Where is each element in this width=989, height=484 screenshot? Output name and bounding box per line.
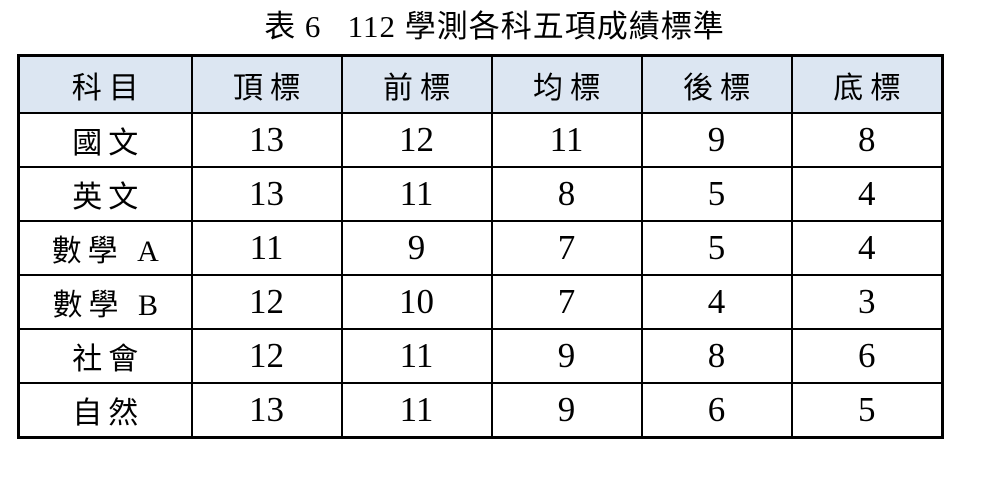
column-header-front: 前標 (340, 54, 493, 114)
score-cell: 8 (640, 328, 793, 384)
score-table-body: 國文 13 12 11 9 8 英文 13 11 8 5 4 數學 A 11 9… (17, 112, 944, 439)
subject-cell: 英文 (17, 166, 193, 222)
subject-cell: 國文 (17, 112, 193, 168)
column-header-subject: 科目 (17, 54, 193, 114)
subject-cell: 社會 (17, 328, 193, 384)
score-cell: 7 (490, 220, 643, 276)
score-cell: 8 (790, 112, 944, 168)
score-cell: 8 (490, 166, 643, 222)
table-row: 國文 13 12 11 9 8 (17, 112, 944, 168)
score-cell: 13 (190, 112, 343, 168)
score-cell: 4 (640, 274, 793, 330)
score-cell: 6 (640, 382, 793, 439)
score-cell: 10 (340, 274, 493, 330)
header-row: 科目 頂標 前標 均標 後標 底標 (17, 54, 944, 114)
table-row: 數學 B 12 10 7 4 3 (17, 274, 944, 330)
score-cell: 5 (640, 220, 793, 276)
column-header-mean: 均標 (490, 54, 643, 114)
subject-cell: 數學 B (17, 274, 193, 330)
subject-cell: 數學 A (17, 220, 193, 276)
score-cell: 11 (340, 382, 493, 439)
page-title: 表 6 112 學測各科五項成績標準 (264, 9, 725, 44)
score-cell: 7 (490, 274, 643, 330)
score-cell: 12 (190, 274, 343, 330)
column-header-back: 後標 (640, 54, 793, 114)
score-cell: 4 (790, 220, 944, 276)
score-cell: 13 (190, 382, 343, 439)
table-row: 數學 A 11 9 7 5 4 (17, 220, 944, 276)
score-table: 科目 頂標 前標 均標 後標 底標 國文 13 12 11 9 8 英文 13 … (17, 54, 944, 439)
score-cell: 5 (640, 166, 793, 222)
score-cell: 9 (490, 328, 643, 384)
score-cell: 5 (790, 382, 944, 439)
score-cell: 11 (340, 328, 493, 384)
table-row: 自然 13 11 9 6 5 (17, 382, 944, 439)
subject-cell: 自然 (17, 382, 193, 439)
score-cell: 9 (640, 112, 793, 168)
score-cell: 11 (340, 166, 493, 222)
score-cell: 11 (490, 112, 643, 168)
score-cell: 3 (790, 274, 944, 330)
score-cell: 12 (340, 112, 493, 168)
score-cell: 4 (790, 166, 944, 222)
score-cell: 9 (490, 382, 643, 439)
column-header-bottom: 底標 (790, 54, 944, 114)
score-cell: 11 (190, 220, 343, 276)
score-cell: 6 (790, 328, 944, 384)
score-cell: 12 (190, 328, 343, 384)
score-cell: 9 (340, 220, 493, 276)
score-cell: 13 (190, 166, 343, 222)
table-row: 社會 12 11 9 8 6 (17, 328, 944, 384)
table-row: 英文 13 11 8 5 4 (17, 166, 944, 222)
column-header-top: 頂標 (190, 54, 343, 114)
